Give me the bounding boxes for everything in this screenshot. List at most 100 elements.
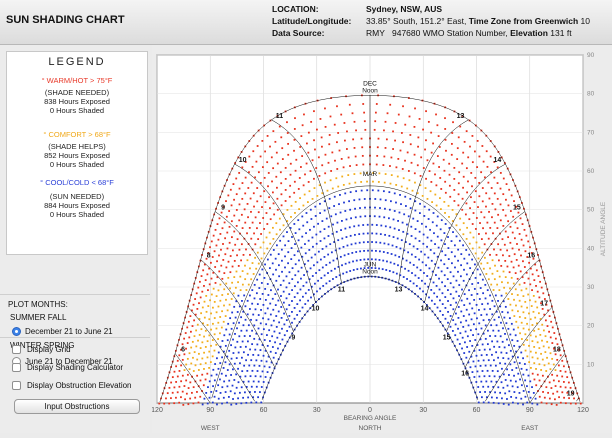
sun-dot	[542, 345, 545, 348]
display-grid-option[interactable]: Display Grid	[12, 345, 71, 354]
sun-dot	[489, 227, 492, 229]
sun-dot	[203, 263, 206, 266]
sun-dot	[232, 322, 235, 325]
y-tick-label: 40	[587, 245, 595, 252]
sun-dot	[475, 241, 478, 244]
sun-dot	[229, 390, 232, 393]
sun-dot	[448, 215, 450, 218]
sun-dot	[223, 272, 226, 275]
display-grid-checkbox[interactable]	[12, 345, 21, 354]
sun-dot	[416, 266, 419, 269]
sun-dot	[329, 179, 332, 182]
sun-dot	[501, 311, 504, 313]
sun-dot	[509, 241, 512, 244]
sun-dot	[216, 276, 219, 279]
sun-dot	[414, 200, 417, 203]
sun-dot	[497, 402, 500, 405]
sun-dot	[226, 309, 229, 312]
sun-dot	[265, 360, 268, 363]
sun-dot	[430, 239, 433, 242]
shading-calc-option[interactable]: Display Shading Calculator	[12, 363, 123, 372]
sun-dot	[428, 170, 431, 172]
sun-dot	[198, 318, 201, 320]
sun-dot	[354, 242, 357, 245]
sun-dot	[301, 155, 304, 157]
sun-dot	[518, 392, 521, 394]
sun-dot	[181, 343, 184, 346]
sun-dot	[338, 274, 341, 277]
sun-dot	[272, 356, 275, 359]
sun-dot	[375, 232, 378, 235]
sun-dot	[205, 257, 208, 260]
sun-dot	[199, 280, 201, 283]
sun-dot	[313, 177, 315, 180]
shading-calc-checkbox[interactable]	[12, 363, 21, 372]
sun-dot	[449, 195, 452, 198]
sun-dot	[197, 369, 200, 371]
sun-dot	[434, 173, 436, 176]
sun-dot	[281, 338, 284, 341]
summer-fall-label: SUMMER FALL	[10, 313, 67, 322]
sun-dot	[424, 187, 427, 189]
sun-dot	[495, 396, 498, 399]
sun-dot	[433, 252, 436, 255]
sun-dot	[230, 374, 232, 376]
sun-dot	[528, 361, 531, 364]
obstruction-checkbox[interactable]	[12, 381, 21, 390]
sun-dot	[389, 165, 391, 167]
sun-dot	[302, 224, 305, 227]
sun-dot	[339, 255, 342, 258]
sun-dot	[360, 137, 363, 140]
sun-dot	[337, 132, 340, 134]
input-obstructions-button[interactable]: Input Obstructions	[14, 399, 140, 414]
sun-dot	[402, 276, 405, 278]
sun-dot	[531, 289, 533, 292]
sun-dot	[419, 184, 422, 187]
sun-dot	[507, 236, 509, 239]
sun-dot	[457, 204, 460, 207]
sun-dot	[475, 217, 478, 219]
sun-dot	[462, 151, 465, 154]
sun-dot	[454, 323, 457, 326]
sun-dot	[536, 403, 539, 406]
sun-dot	[486, 262, 489, 264]
sun-dot	[512, 215, 515, 218]
sun-dot	[255, 319, 258, 322]
sun-dot	[320, 136, 323, 139]
sun-dot	[233, 276, 236, 278]
sun-dot	[425, 110, 427, 113]
sun-dot	[471, 258, 474, 261]
sun-dot	[282, 279, 285, 282]
sun-dot	[362, 241, 365, 244]
sun-dot	[315, 242, 318, 245]
sun-dot	[440, 270, 443, 273]
sun-dot	[206, 402, 209, 405]
sun-dot	[238, 187, 241, 190]
sun-dot	[499, 172, 502, 174]
sun-dot	[341, 264, 343, 267]
radio-selected-icon[interactable]	[12, 327, 21, 336]
sun-dot	[190, 362, 193, 365]
sun-dot	[272, 319, 275, 322]
sun-dot	[471, 185, 473, 188]
sun-dot	[452, 231, 454, 234]
sun-dot	[410, 225, 413, 228]
sun-dot	[215, 343, 218, 346]
sun-dot	[359, 172, 362, 175]
sun-dot	[200, 312, 203, 315]
obstruction-option[interactable]: Display Obstruction Elevation	[12, 381, 132, 390]
sun-dot	[269, 340, 271, 342]
sun-dot	[484, 391, 486, 393]
sun-dot	[244, 161, 247, 163]
sun-dot	[323, 209, 326, 212]
sun-dot	[249, 197, 252, 200]
sun-dot	[310, 256, 313, 259]
sun-dot	[232, 368, 234, 371]
y-tick-label: 90	[587, 52, 595, 59]
sun-dot	[273, 213, 276, 216]
sun-dot	[319, 202, 321, 205]
radio-dec-jun[interactable]: December 21 to June 21	[12, 327, 113, 336]
sun-dot	[507, 220, 510, 223]
sun-dot	[235, 300, 238, 303]
sun-dot	[501, 281, 503, 284]
